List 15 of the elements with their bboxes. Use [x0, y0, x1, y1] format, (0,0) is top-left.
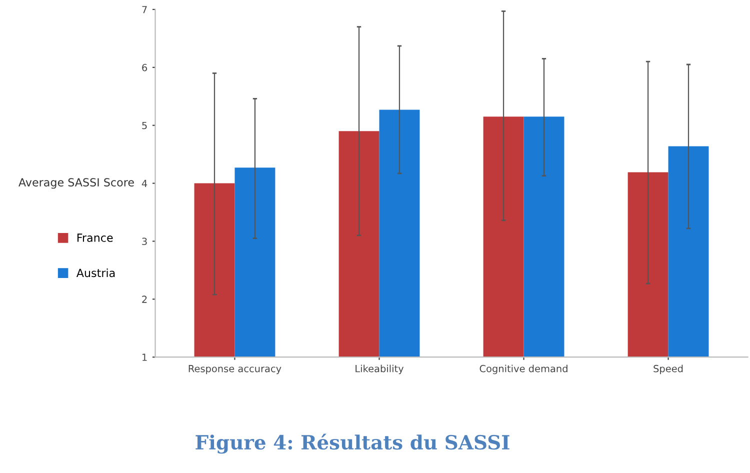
x-tick-label: Cognitive demand [480, 364, 568, 374]
y-tick-label: 3 [142, 238, 147, 246]
text: Figure 4: Résultats du SASSI [196, 434, 510, 454]
x-tick-label: Response accuracy [188, 365, 282, 374]
y-axis-title: Average SASSI Score [18, 178, 134, 189]
y-tick-label: 7 [142, 6, 147, 14]
y-tick-label: 2 [142, 296, 147, 303]
legend-label: Austria [76, 268, 115, 278]
legend-label: France [77, 234, 113, 242]
x-tick-label: Likeability [356, 364, 404, 374]
y-tick-label: 4 [142, 180, 148, 187]
x-tick-label: Speed [654, 364, 683, 374]
y-tick-label: 1 [142, 354, 147, 361]
y-tick-label: 5 [142, 122, 147, 130]
y-tick-label: 6 [142, 64, 147, 72]
